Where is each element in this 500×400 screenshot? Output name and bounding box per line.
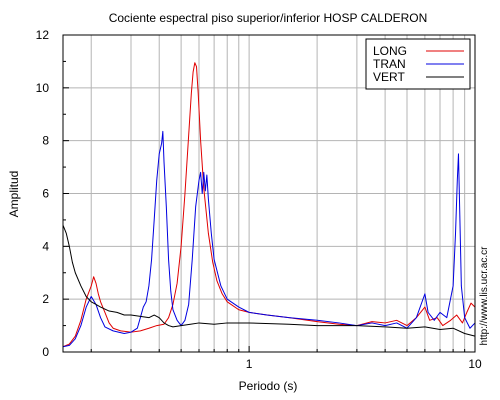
series-line-vert	[62, 225, 476, 337]
y-tick-label: 4	[42, 239, 49, 253]
series-line-long	[62, 62, 476, 348]
y-tick-label: 10	[36, 81, 50, 95]
y-tick-label: 0	[42, 345, 49, 359]
legend-label-long: LONG	[373, 44, 407, 58]
source-url: http://www.lis.ucr.ac.cr	[479, 246, 490, 346]
y-tick-label: 8	[42, 134, 49, 148]
plot-lines	[62, 62, 476, 348]
axis-ticks	[63, 34, 476, 353]
tick-labels: 0 2 4 6 8 10 12 1 10	[36, 28, 482, 371]
legend-label-vert: VERT	[373, 70, 405, 84]
legend-label-tran: TRAN	[373, 57, 406, 71]
y-tick-label: 12	[36, 28, 50, 42]
x-axis-label: Periodo (s)	[239, 379, 298, 393]
y-tick-label: 6	[42, 187, 49, 201]
y-tick-label: 2	[42, 292, 49, 306]
chart-title: Cociente espectral piso superior/inferio…	[109, 11, 428, 25]
x-tick-label: 1	[246, 357, 253, 371]
x-tick-label: 10	[468, 357, 482, 371]
y-axis-label: Amplitud	[7, 171, 21, 218]
series-line-tran	[62, 130, 476, 348]
